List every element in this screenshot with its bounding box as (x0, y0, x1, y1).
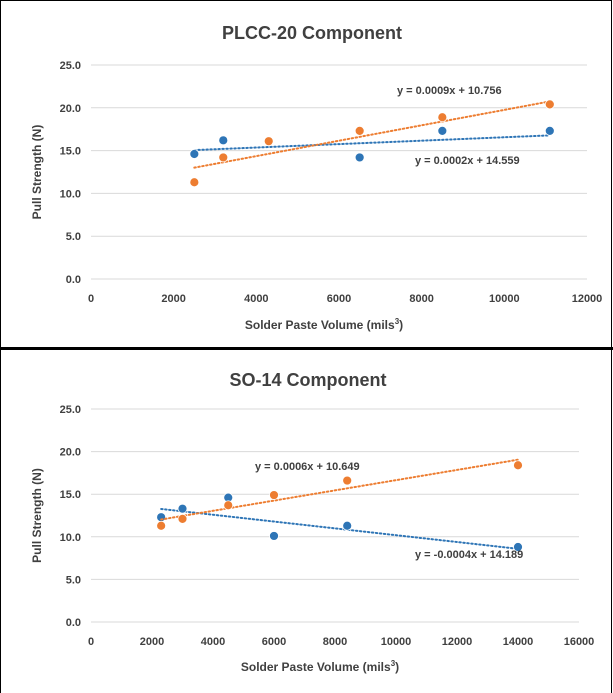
data-point (437, 112, 448, 123)
trendline (193, 134, 551, 152)
trendline-equation: y = 0.0002x + 14.559 (415, 155, 520, 167)
y-axis-title: Pull Strength (N) (30, 125, 44, 220)
data-point (156, 520, 167, 531)
x-tick-label: 2000 (161, 293, 185, 305)
data-point (263, 136, 274, 147)
data-point (189, 149, 200, 159)
data-point (342, 520, 353, 531)
data-point (354, 126, 365, 136)
data-point (342, 475, 353, 486)
data-point (223, 500, 234, 511)
data-point (513, 542, 523, 552)
x-tick-label: 14000 (503, 636, 534, 648)
data-point (437, 126, 448, 136)
y-tick-label: 5.0 (66, 574, 81, 586)
data-point (218, 135, 229, 146)
y-tick-label: 20.0 (60, 103, 81, 115)
y-axis-title: Pull Strength (N) (30, 468, 44, 563)
x-tick-label: 10000 (381, 636, 412, 648)
data-point (544, 126, 555, 136)
trendline (193, 100, 551, 169)
y-tick-label: 15.0 (60, 146, 81, 158)
x-axis-title: Solder Paste Volume (mils3) (241, 659, 399, 674)
x-tick-label: 8000 (409, 293, 433, 305)
y-tick-label: 15.0 (60, 489, 81, 501)
chart-panel-so14: SO-14 Component 0.0 5.0 10.0 15.0 20.0 25.0 0 20… (0, 350, 612, 693)
y-tick-label: 0.0 (66, 617, 81, 629)
x-tick-label: 0 (88, 293, 94, 305)
x-tick-label: 12000 (442, 636, 473, 648)
x-tick-label: 10000 (489, 293, 520, 305)
data-point (544, 99, 555, 110)
trendline-equation: y = 0.0006x + 10.649 (255, 461, 360, 473)
trendline (160, 507, 519, 550)
y-tick-label: 25.0 (60, 404, 81, 416)
x-tick-label: 6000 (262, 636, 286, 648)
trendline-equation: y = 0.0009x + 10.756 (397, 85, 502, 97)
data-point (218, 152, 229, 163)
data-point (269, 490, 279, 500)
y-tick-label: 5.0 (66, 231, 81, 243)
data-point (269, 531, 279, 541)
chart-title: PLCC-20 Component (222, 23, 402, 43)
y-tick-label: 0.0 (66, 274, 81, 286)
data-point (189, 177, 200, 188)
x-tick-label: 8000 (323, 636, 347, 648)
x-axis-title: Solder Paste Volume (mils3) (245, 317, 403, 332)
x-tick-label: 12000 (572, 293, 603, 305)
panel-divider (0, 347, 613, 350)
chart-panel-plcc20: PLCC-20 Component 0.0 5.0 10.0 15.0 20.0 25.0 0… (0, 0, 612, 348)
chart-so14: SO-14 Component 0.0 5.0 10.0 15.0 20.0 25.0 0 20… (30, 370, 595, 674)
data-point (177, 503, 188, 514)
chart-plcc20: PLCC-20 Component 0.0 5.0 10.0 15.0 20.0 25.0 0… (30, 23, 603, 332)
x-tick-label: 4000 (201, 636, 225, 648)
y-tick-label: 10.0 (60, 188, 81, 200)
y-tick-label: 20.0 (60, 447, 81, 459)
data-point (513, 460, 523, 471)
data-point (177, 514, 188, 524)
y-tick-label: 25.0 (60, 60, 81, 72)
y-tick-label: 10.0 (60, 532, 81, 544)
chart-title: SO-14 Component (229, 370, 386, 390)
x-tick-label: 6000 (327, 293, 351, 305)
x-tick-label: 2000 (140, 636, 164, 648)
trendline (160, 458, 519, 521)
x-tick-label: 4000 (244, 293, 268, 305)
x-tick-label: 16000 (564, 636, 595, 648)
trendline-equation: y = -0.0004x + 14.189 (415, 549, 523, 561)
data-point (354, 152, 365, 163)
x-tick-label: 0 (88, 636, 94, 648)
